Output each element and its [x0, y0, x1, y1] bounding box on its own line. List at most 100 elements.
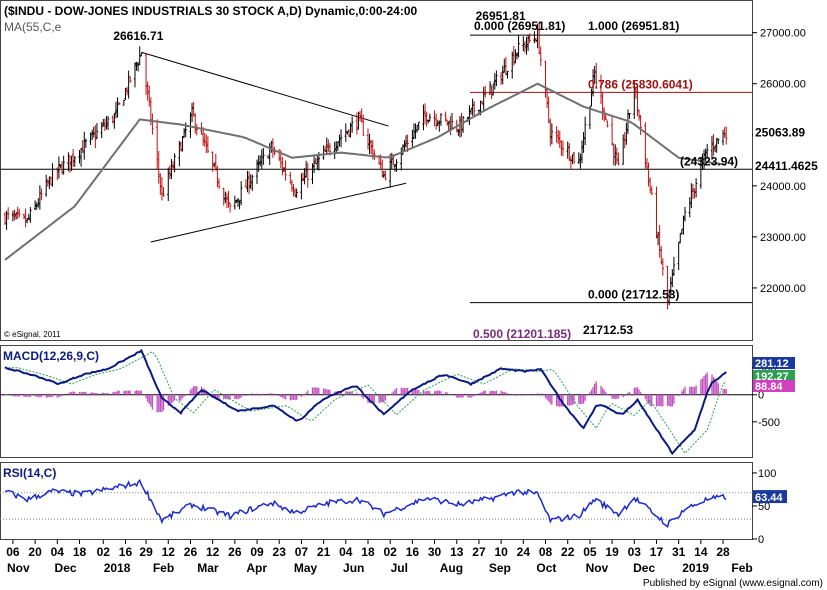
price-bar — [368, 133, 371, 154]
price-bar — [533, 31, 536, 44]
price-bar — [434, 113, 438, 130]
x-day-tick-label: 10 — [494, 545, 508, 559]
price-bar — [37, 198, 40, 208]
price-bar — [625, 122, 628, 145]
price-bar — [213, 163, 216, 168]
svg-text:281.12: 281.12 — [755, 358, 789, 370]
price-bar — [583, 116, 587, 146]
price-bar — [449, 116, 452, 136]
price-bar — [347, 129, 351, 138]
price-bar — [381, 159, 384, 178]
rsi-ytick-label: 100 — [758, 468, 776, 480]
x-day-tick-label: 29 — [139, 545, 153, 559]
price-bar — [289, 171, 292, 184]
price-bar — [325, 137, 328, 154]
price-bar — [656, 232, 660, 246]
price-bar — [615, 147, 619, 165]
price-bar — [322, 145, 325, 160]
price-bar — [713, 145, 717, 153]
price-bar — [683, 206, 687, 222]
x-axis: 06 20 04 18 02 16 29 12 26 12 26 09 23 07 21 04 18 02 16 30… — [6, 540, 753, 575]
price-bar — [572, 151, 576, 164]
fib-label-0786: 0.786 (25830.6041) — [588, 77, 693, 91]
price-bar — [260, 149, 263, 170]
price-bar — [29, 207, 32, 223]
price-bar — [457, 129, 460, 136]
x-day-tick-label: 22 — [561, 545, 575, 559]
price-bar — [214, 153, 218, 171]
price-bar — [357, 111, 360, 130]
price-bar — [51, 163, 54, 187]
fib-label-0000-bottom: 0.000 (21712.53) — [588, 288, 679, 302]
price-bar — [236, 197, 240, 207]
price-bar — [14, 212, 18, 220]
chart-title: ($INDU - DOW-JONES INDUSTRIALS 30 STOCK … — [4, 4, 418, 18]
price-bar — [425, 111, 428, 127]
price-bar — [468, 105, 471, 125]
x-day-tick-label: 04 — [51, 545, 65, 559]
x-day-tick-label: 04 — [339, 545, 353, 559]
price-bar — [682, 215, 685, 235]
price-bar — [433, 110, 436, 127]
price-bar — [549, 118, 552, 147]
price-bar — [366, 128, 370, 150]
price-bar — [251, 174, 254, 191]
rsi-value-tag: 63.44 — [753, 490, 787, 504]
price-bar — [482, 86, 485, 112]
price-bar — [484, 85, 487, 98]
price-bar — [680, 228, 684, 235]
price-bar — [122, 99, 126, 106]
x-day-tick-label: 02 — [384, 545, 398, 559]
x-day-tick-label: 05 — [583, 545, 597, 559]
price-bar — [182, 128, 186, 138]
price-bar — [168, 165, 172, 180]
price-bar — [100, 122, 103, 139]
price-bar — [636, 87, 639, 117]
x-month-tick-label: Jun — [343, 561, 364, 575]
price-bar — [610, 117, 614, 146]
price-bar — [528, 33, 531, 43]
price-bar — [45, 174, 48, 197]
price-bar — [571, 154, 574, 165]
price-bar — [49, 176, 53, 185]
price-bar — [151, 113, 154, 135]
price-bar — [217, 178, 221, 189]
price-bar — [647, 162, 650, 187]
price-bar — [362, 114, 365, 136]
price-bar — [306, 162, 309, 188]
price-bar — [517, 35, 520, 58]
panel-frames — [0, 0, 753, 540]
price-bar — [78, 149, 81, 164]
price-ytick-label: 22000.00 — [760, 283, 806, 295]
price-bar — [644, 122, 647, 169]
price-bar — [427, 119, 430, 124]
price-bar — [38, 185, 42, 210]
price-bar — [157, 151, 160, 184]
price-bar — [495, 70, 498, 87]
price-bar — [301, 172, 305, 182]
x-month-tick-label: Sep — [489, 561, 511, 575]
copyright-text: © eSignal, 2011 — [4, 330, 61, 339]
x-day-tick-label: 20 — [28, 545, 42, 559]
moving-average-line — [4, 82, 727, 261]
price-bar — [124, 87, 127, 100]
price-bar — [18, 208, 21, 218]
price-bar — [566, 141, 569, 159]
price-bar — [511, 51, 514, 79]
price-bar — [293, 188, 297, 198]
price-bar — [617, 152, 620, 166]
price-bar — [192, 101, 195, 117]
price-bar — [395, 159, 398, 172]
price-bar — [211, 151, 214, 172]
price-bar — [133, 62, 137, 88]
price-bar — [227, 190, 230, 208]
price-bar — [577, 152, 581, 164]
price-bar — [160, 177, 164, 201]
price-bar — [281, 157, 284, 176]
price-bar — [94, 125, 97, 149]
price-bar — [669, 276, 672, 296]
price-bar — [614, 144, 617, 166]
last-price-tag: 25063.89 — [755, 125, 805, 139]
x-day-tick-label: 16 — [119, 545, 133, 559]
